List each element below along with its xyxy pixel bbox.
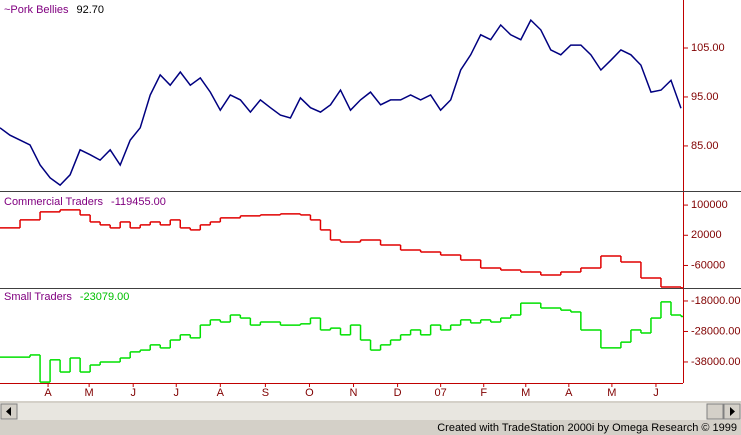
panel-title: Commercial Traders [4,196,104,208]
y-tick-label: -28000.00 [691,325,741,337]
price-line [0,18,682,187]
x-tick-label: F [480,387,487,399]
arrow-icon [730,407,735,416]
x-tick-label: M [607,387,616,399]
status-bar [0,420,741,435]
y-tick-label: -38000.00 [691,356,741,368]
x-tick-label: J [653,387,659,399]
last-value-label: 92.70 [77,4,105,16]
y-tick-label: 95.00 [691,91,719,103]
x-tick-label: A [44,387,52,399]
x-tick-label: J [130,387,136,399]
x-tick-label: D [394,387,402,399]
x-tick-label: M [85,387,94,399]
scroll-thumb[interactable] [706,403,724,420]
x-tick-label: N [350,387,358,399]
x-tick-label: O [305,387,314,399]
y-tick-label: 85.00 [691,140,719,152]
time-axis-area [0,387,741,401]
x-tick-label: S [262,387,269,399]
axis-area [683,0,741,387]
x-tick-label: A [565,387,573,399]
x-tick-label: A [217,387,225,399]
last-value-label: -23079.00 [80,291,130,303]
x-tick-label: J [174,387,180,399]
y-tick-label: -18000.00 [691,295,741,307]
panel-title: Small Traders [4,291,72,303]
y-tick-label: -60000 [691,259,725,271]
x-tick-label: 07 [435,387,447,399]
x-tick-label: M [521,387,530,399]
plot-area [0,0,683,387]
arrow-icon [6,407,11,416]
scrollbar[interactable] [0,403,741,420]
y-tick-label: 100000 [691,199,728,211]
scroll-track[interactable] [0,403,741,420]
footer: Created with TradeStation 2000i by Omega… [437,422,737,434]
last-value-label: -119455.00 [111,196,166,208]
panel-title: ~Pork Bellies [4,4,69,16]
y-tick-label: 105.00 [691,42,725,54]
y-tick-label: 20000 [691,229,722,241]
